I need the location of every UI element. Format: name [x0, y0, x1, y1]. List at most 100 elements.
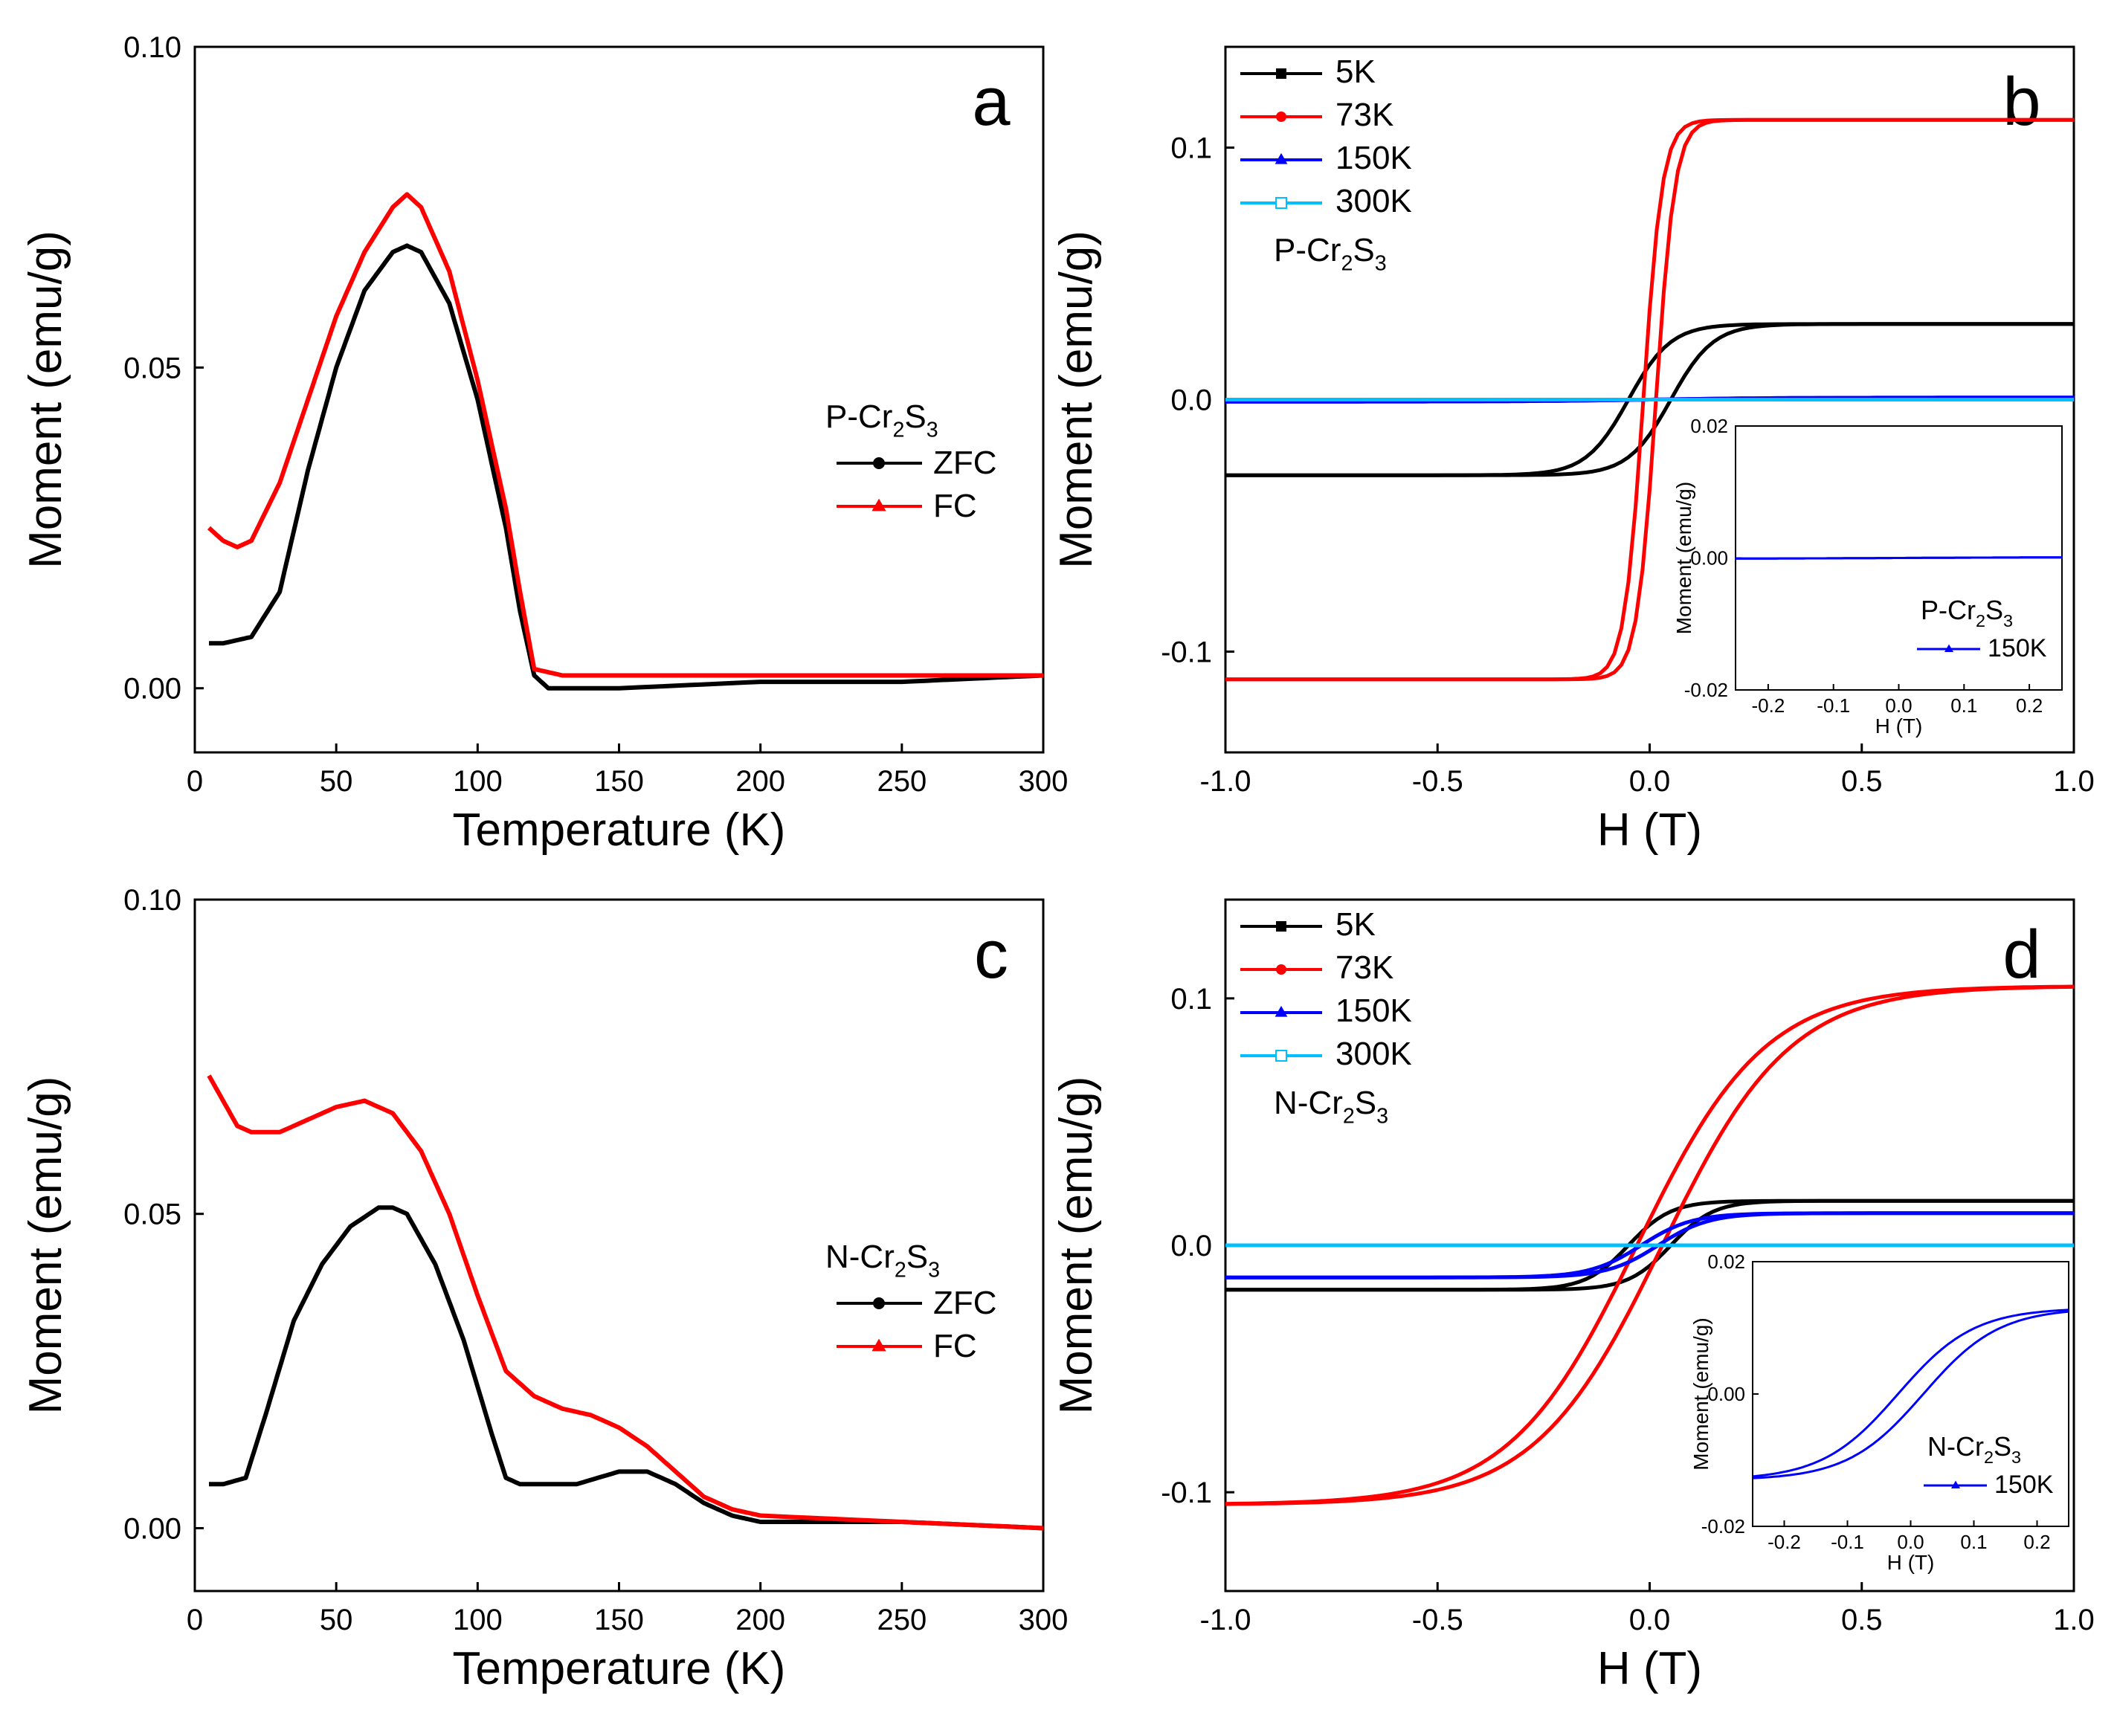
legend-marker-73k	[1276, 964, 1286, 975]
legend-label-73k: 73K	[1335, 97, 1393, 133]
panel-b: -1.0 -0.5 0.0 0.5 1.0 -0.1 0.0 0.1 H (T) Moment (…	[1051, 45, 2095, 856]
inset-label: P-Cr2S3	[1921, 595, 2013, 630]
legend-label-fc: FC	[933, 1328, 977, 1364]
panel-a: 0 50 100 150 200 250 300 0.00 0.05 0.10 Temperatur…	[20, 31, 1068, 856]
panel-letter-d: d	[2002, 917, 2040, 993]
x-axis-title: H (T)	[1597, 1643, 1702, 1694]
y-axis-title: Moment (emu/g)	[1051, 230, 1102, 569]
legend-marker-zfc	[873, 457, 885, 469]
legend-marker-fc	[871, 498, 886, 512]
plot-frame	[1752, 1261, 2069, 1527]
series-fc-line	[207, 1074, 1044, 1531]
y-axis-title: Moment (emu/g)	[1689, 1317, 1712, 1470]
x-tick-label: -0.2	[1751, 694, 1785, 717]
x-axis-title: H (T)	[1875, 714, 1923, 738]
x-tick-label: 100	[453, 1604, 503, 1636]
x-tick-label: 100	[453, 765, 503, 798]
x-tick-label: 1.0	[2053, 765, 2095, 798]
legend-label-150k: 150K	[1335, 993, 1412, 1029]
x-tick-label: 0	[187, 1604, 203, 1636]
y-tick-label: 0.1	[1170, 132, 1212, 165]
y-tick-label: 0.02	[1707, 1251, 1745, 1273]
y-tick-label: 0.00	[1707, 1383, 1745, 1405]
x-tick-label: -0.1	[1817, 694, 1850, 717]
legend-title: P-Cr2S3	[1274, 232, 1387, 275]
panel-letter-b: b	[2002, 64, 2040, 140]
series-73k-descending	[1225, 984, 2075, 1506]
y-axis-title: Moment (emu/g)	[1672, 482, 1695, 634]
legend-label-zfc: ZFC	[933, 445, 997, 481]
y-tick-label: -0.02	[1684, 679, 1728, 701]
legend-label-73k: 73K	[1335, 949, 1393, 986]
y-tick-label: -0.1	[1161, 1477, 1212, 1509]
legend-marker-5k	[1276, 921, 1286, 932]
legend-title: N-Cr2S3	[1274, 1085, 1388, 1128]
series-73k-ascending	[1225, 117, 2074, 682]
x-tick-label: 0.5	[1841, 765, 1883, 798]
x-axis-title: H (T)	[1887, 1551, 1935, 1574]
panel-c: 0 50 100 150 200 250 300 0.00 0.05 0.10 Temperatur…	[20, 884, 1068, 1694]
legend-label-zfc: ZFC	[933, 1285, 997, 1321]
legend-label-fc: FC	[933, 488, 977, 524]
legend-label-5k: 5K	[1335, 54, 1376, 90]
legend-marker-150k	[1275, 152, 1288, 164]
x-tick-label: 250	[877, 1604, 927, 1636]
x-tick-label: 0.0	[1897, 1531, 1924, 1553]
series-73k-ascending	[1225, 984, 2075, 1506]
x-tick-label: 0	[187, 765, 203, 798]
legend-marker-300k	[1275, 1050, 1287, 1062]
y-tick-label: 0.10	[123, 884, 181, 917]
y-axis-title: Moment (emu/g)	[20, 230, 71, 569]
x-tick-label: 0.1	[1960, 1531, 1987, 1553]
legend-label-300k: 300K	[1335, 183, 1412, 219]
x-tick-label: 0.0	[1629, 1604, 1671, 1636]
x-tick-label: -1.0	[1200, 765, 1251, 798]
x-tick-label: 250	[877, 765, 927, 798]
x-axis-title: Temperature (K)	[453, 1643, 786, 1694]
legend-marker-zfc	[873, 1297, 885, 1309]
inset-series-descending	[1752, 1309, 2069, 1478]
x-tick-label: 0.0	[1885, 694, 1912, 717]
inset-label: N-Cr2S3	[1927, 1431, 2021, 1467]
y-tick-label: 0.0	[1170, 1230, 1212, 1262]
y-tick-label: 0.02	[1690, 415, 1728, 437]
panel-letter-a: a	[972, 64, 1011, 140]
y-tick-label: 0.1	[1170, 983, 1212, 1016]
x-tick-label: -0.5	[1412, 765, 1463, 798]
inset-legend-marker	[1951, 1480, 1960, 1488]
series-zfc-line	[207, 243, 1044, 691]
series-zfc-line	[207, 1205, 1044, 1531]
x-tick-label: 0.2	[2016, 694, 2043, 717]
series-fc-line	[207, 192, 1043, 678]
legend-marker-150k	[1275, 1005, 1288, 1017]
x-tick-label: 1.0	[2053, 1604, 2095, 1636]
x-tick-label: 300	[1019, 765, 1069, 798]
x-tick-label: 150	[594, 765, 644, 798]
y-tick-label: 0.05	[123, 352, 181, 384]
panel-d: -1.0 -0.5 0.0 0.5 1.0 -0.1 0.0 0.1 H (T) Moment (…	[1051, 898, 2095, 1694]
x-tick-label: 150	[594, 1604, 644, 1636]
plot-frame	[193, 45, 1045, 754]
y-tick-label: 0.05	[123, 1198, 181, 1231]
y-tick-label: 0.0	[1170, 384, 1212, 417]
x-axis-title: H (T)	[1597, 804, 1702, 856]
inset-series-ascending	[1752, 1310, 2069, 1480]
series-150k-ascending	[1225, 1211, 2074, 1280]
x-tick-label: 200	[735, 1604, 785, 1636]
y-tick-label: 0.00	[1690, 547, 1728, 569]
inset-series-ascending	[1735, 556, 2063, 560]
x-tick-label: -0.5	[1412, 1604, 1463, 1636]
x-axis-title: Temperature (K)	[453, 804, 786, 856]
x-tick-label: 0.0	[1629, 765, 1671, 798]
legend-title: N-Cr2S3	[825, 1239, 940, 1282]
x-tick-label: 0.1	[1950, 694, 1977, 717]
x-tick-label: 300	[1019, 1604, 1069, 1636]
legend-label-300k: 300K	[1335, 1036, 1412, 1072]
x-tick-label: 50	[320, 765, 353, 798]
y-tick-label: -0.1	[1161, 636, 1212, 668]
inset-legend-label: 150K	[1988, 634, 2047, 662]
x-tick-label: -0.1	[1831, 1531, 1864, 1553]
inset-panel-d: -0.2 -0.1 0.0 0.1 0.2 -0.02 0.00 0.02 H (T) Momen…	[1689, 1251, 2069, 1574]
y-tick-label: 0.00	[123, 673, 181, 706]
